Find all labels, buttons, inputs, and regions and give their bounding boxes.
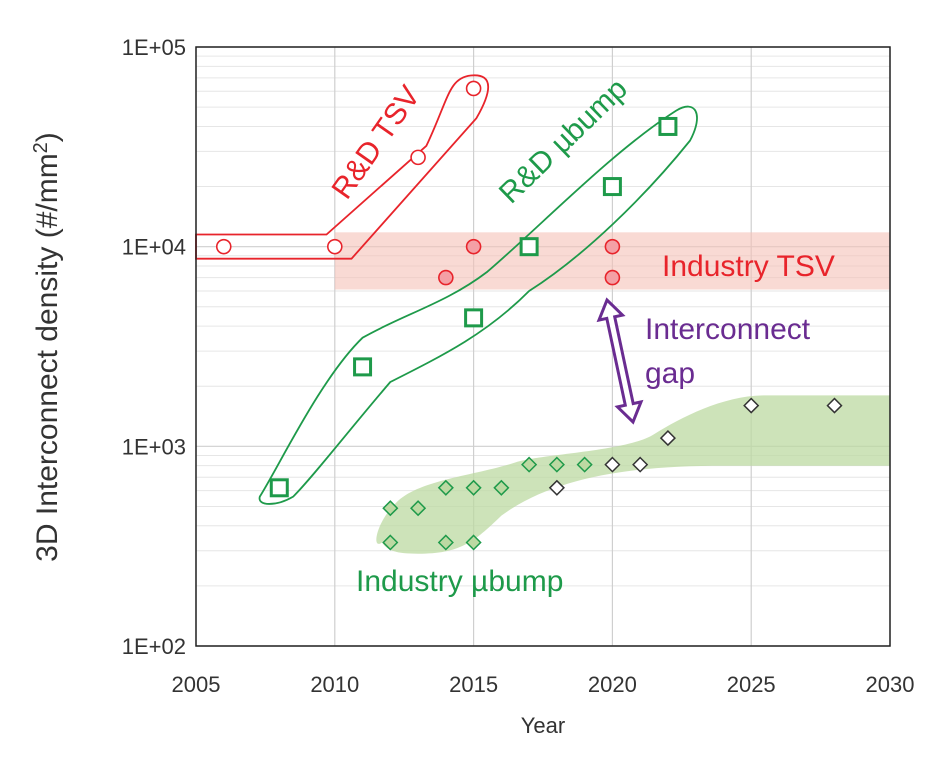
rd-tsv-point [215, 238, 232, 255]
industry-ubump-point [382, 534, 399, 551]
plot-frame [195, 46, 891, 647]
y-tick-label: 1E+02 [122, 634, 186, 659]
projection-point [548, 479, 565, 496]
data-points [215, 80, 843, 551]
y-axis-title-sup: 2 [30, 142, 52, 153]
y-tick-label: 1E+03 [122, 434, 186, 459]
x-tick-label: 2030 [866, 672, 915, 697]
industry-tsv-point [604, 269, 621, 286]
x-tick-label: 2025 [727, 672, 776, 697]
industry-tsv-point [604, 238, 621, 255]
x-tick-label: 2020 [588, 672, 637, 697]
rd-tsv-outline [195, 74, 489, 260]
y-axis-title: 3D Interconnect density (#/mm2) [30, 132, 64, 562]
x-tick-label: 2015 [449, 672, 498, 697]
label-industry-ubump: Industry µbump [356, 565, 563, 598]
rd-ubump-point [464, 308, 484, 328]
rd-ubump-point [602, 177, 622, 197]
industry-ubump-point [548, 456, 565, 473]
x-tick-label: 2010 [310, 672, 359, 697]
industry-ubump-point [410, 500, 427, 517]
bands [195, 74, 890, 554]
projection-point [826, 397, 843, 414]
industry-ubump-point [521, 456, 538, 473]
industry-tsv-point [438, 269, 454, 286]
projection-point [659, 430, 676, 447]
label-industry-tsv: Industry TSV [662, 250, 835, 283]
industry-ubump-point [465, 479, 482, 496]
y-tick-label: 1E+05 [122, 35, 186, 60]
y-tick-label: 1E+04 [122, 235, 186, 260]
projection-point [743, 397, 760, 414]
projection-point [632, 456, 649, 473]
industry-tsv-point [465, 238, 482, 255]
tick-labels: 2005 2010 2015 2020 2025 2030 1E+02 1E+03 1E+04 1… [122, 35, 915, 697]
label-interconnect-gap-line2: gap [645, 357, 695, 390]
industry-ubump-band [376, 395, 890, 554]
industry-ubump-point [493, 479, 510, 496]
label-interconnect-gap-line1: Interconnect [645, 313, 811, 346]
industry-ubump-point [576, 456, 593, 473]
industry-ubump-point [465, 534, 482, 551]
y-axis-title-main: 3D Interconnect density (#/mm [31, 153, 64, 562]
industry-ubump-point [437, 479, 454, 496]
industry-ubump-point [437, 534, 454, 551]
rd-ubump-point [269, 478, 289, 498]
rd-ubump-point [658, 116, 678, 136]
rd-tsv-point [326, 238, 343, 255]
rd-ubump-point [353, 357, 373, 377]
rd-tsv-point [410, 149, 426, 166]
industry-ubump-point [382, 500, 399, 517]
interconnect-gap-arrow-icon [596, 297, 644, 425]
rd-tsv-point [465, 80, 482, 97]
gap-arrow-shape [596, 297, 644, 425]
rd-ubump-point [519, 237, 539, 257]
x-tick-label: 2005 [172, 672, 221, 697]
projection-point [604, 456, 621, 473]
y-axis-title-end: ) [31, 132, 64, 142]
rd-ubump-outline [258, 105, 698, 505]
x-axis-title: Year [521, 713, 565, 738]
